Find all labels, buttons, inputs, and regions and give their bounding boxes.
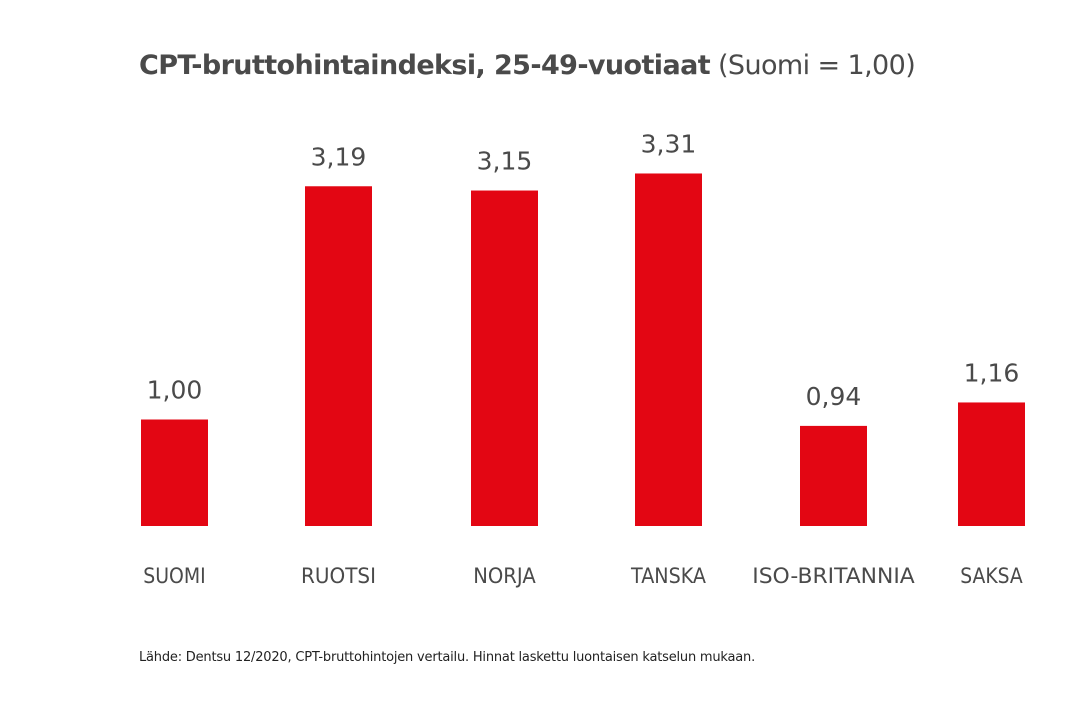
value-label: 3,19 <box>311 142 367 171</box>
bar-tanska <box>635 173 702 527</box>
chart-subtitle: (Suomi = 1,00) <box>718 50 916 81</box>
chart-title: CPT-bruttohintaindeksi, 25-49-vuotiaat (… <box>139 50 916 81</box>
source-note: Lähde: Dentsu 12/2020, CPT-bruttohintoje… <box>139 650 756 665</box>
bar-norja <box>471 190 538 526</box>
value-label: 1,00 <box>147 376 203 405</box>
bar-ruotsi <box>305 186 372 526</box>
bar-saksa <box>958 402 1025 526</box>
chart-title-main: CPT-bruttohintaindeksi, 25-49-vuotiaat <box>139 50 711 81</box>
category-label: SAKSA <box>960 564 1023 588</box>
category-label: TANSKA <box>630 564 706 588</box>
value-label: 1,16 <box>964 358 1020 387</box>
value-label: 3,31 <box>641 129 697 158</box>
category-label: ISO-BRITANNIA <box>752 564 915 588</box>
category-label: SUOMI <box>143 564 206 588</box>
bar-suomi <box>141 419 208 526</box>
bar-iso-britannia <box>800 425 867 526</box>
category-label: RUOTSI <box>301 564 376 588</box>
value-label: 3,15 <box>477 147 533 176</box>
category-label: NORJA <box>473 564 536 588</box>
value-label: 0,94 <box>806 382 862 411</box>
